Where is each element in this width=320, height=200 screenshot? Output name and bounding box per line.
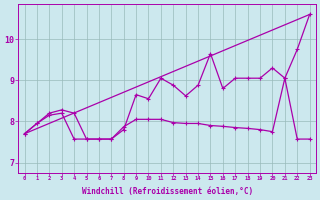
X-axis label: Windchill (Refroidissement éolien,°C): Windchill (Refroidissement éolien,°C) (82, 187, 253, 196)
